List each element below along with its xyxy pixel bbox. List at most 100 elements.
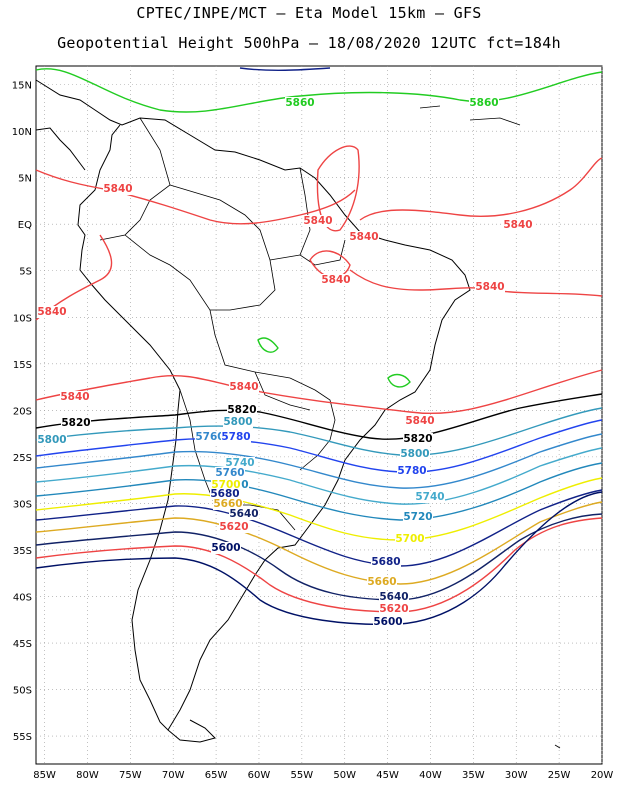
contour-label: 5860 <box>285 97 314 109</box>
contour-label: 5840 <box>103 183 132 195</box>
contour-label-bg <box>400 448 430 460</box>
contour-label: 5740 <box>415 491 444 503</box>
contour-label-bg <box>405 415 435 427</box>
contour-label-bg <box>37 306 67 318</box>
contour-label-bg <box>321 274 351 286</box>
contour-label-bg <box>397 465 427 477</box>
contour-label-bg <box>210 488 240 500</box>
contour-label-bg <box>395 533 425 545</box>
lon-tick-label: 60W <box>248 770 271 781</box>
contour-5720 <box>35 462 603 521</box>
contours <box>35 67 603 626</box>
contour-5760 <box>35 433 603 489</box>
lon-tick-label: 75W <box>119 770 142 781</box>
contour-label-bg <box>219 521 249 533</box>
lat-tick-label: 10N <box>12 127 32 138</box>
contour-label-bg <box>60 391 90 403</box>
lat-tick-label: 40S <box>13 592 32 603</box>
contour-label-bg <box>229 508 259 520</box>
contour-label-bg <box>415 491 445 503</box>
contour-label: 5800 <box>223 416 252 428</box>
lon-tick-label: 20W <box>591 770 614 781</box>
contour-5860 <box>35 68 603 113</box>
contour-label-bg <box>503 219 533 231</box>
lat-tick-label: 55S <box>13 732 32 743</box>
lat-tick-label: 5N <box>18 174 32 185</box>
contour-label: 5760 <box>195 431 224 443</box>
lat-tick-label: 45S <box>13 639 32 650</box>
contour-label-bg <box>221 431 251 443</box>
contour-label-bg <box>215 467 245 479</box>
contour-5660 <box>35 501 603 585</box>
contour-label: 5640 <box>229 508 258 520</box>
contour-label: 5700 <box>395 533 424 545</box>
contour-label-bg <box>61 417 91 429</box>
map-title-line1: CPTEC/INPE/MCT – Eta Model 15km – GFS <box>136 4 482 22</box>
contour-label: 5680 <box>210 488 239 500</box>
contour-5780 <box>35 419 603 473</box>
lon-tick-label: 80W <box>76 770 99 781</box>
lon-tick-label: 55W <box>291 770 314 781</box>
lat-tick-label: 30S <box>13 499 32 510</box>
lat-tick-label: 5S <box>19 267 32 278</box>
contour-5840-north <box>35 169 356 225</box>
contour-5700 <box>35 477 603 541</box>
contour-5860-loop-b <box>387 373 411 388</box>
contour-label: 5620 <box>219 521 248 533</box>
contour-labels: 5860 5860 5840 5840 5840 5840 5840 5840 5840 5840… <box>37 97 533 628</box>
lat-tick-label: 20S <box>13 406 32 417</box>
contour-5640 <box>35 513 603 601</box>
contour-5680 <box>35 489 603 567</box>
lat-tick-label: 15S <box>13 360 32 371</box>
contour-label: 5840 <box>37 306 66 318</box>
contour-top <box>239 67 331 72</box>
lat-tick-label: 25S <box>13 453 32 464</box>
contour-label: 5840 <box>303 215 332 227</box>
contour-label: 5840 <box>321 274 350 286</box>
lon-tick-label: 25W <box>548 770 571 781</box>
contour-label: 5840 <box>475 281 504 293</box>
lat-tick-label: 50S <box>13 686 32 697</box>
contour-label-bg <box>37 434 67 446</box>
contour-label: 5780 <box>221 431 250 443</box>
contour-5840-lower <box>35 369 603 415</box>
tick-marks: 15N 10N 5N EQ 5S 10S 15S 20S 25S 30S 35S 40S 45S 50S 5… <box>12 81 614 781</box>
contour-label-bg <box>195 431 225 443</box>
contour-label: 5660 <box>367 576 396 588</box>
contour-label-bg <box>285 97 315 109</box>
contour-label: 5780 <box>397 465 426 477</box>
contour-5860-loop-a <box>257 337 279 353</box>
contour-label: 5720 <box>403 511 432 523</box>
contour-label-bg <box>371 556 401 568</box>
contour-label-bg <box>373 616 403 628</box>
contour-5840-south <box>35 234 113 321</box>
contour-label: 5660 <box>213 498 242 510</box>
lon-tick-label: 40W <box>419 770 442 781</box>
lon-tick-label: 30W <box>505 770 528 781</box>
contour-label: 5640 <box>379 591 408 603</box>
lon-tick-label: 70W <box>162 770 185 781</box>
contour-label: 5620 <box>379 603 408 615</box>
contour-label-bg <box>223 416 253 428</box>
islands <box>419 105 561 749</box>
lat-tick-label: 35S <box>13 546 32 557</box>
contour-label: 5840 <box>349 231 378 243</box>
contour-label-bg <box>303 215 333 227</box>
contour-label-bg <box>367 576 397 588</box>
contour-label-bg <box>469 97 499 109</box>
contour-5620 <box>35 517 603 613</box>
lat-tick-label: 10S <box>13 313 32 324</box>
contour-label: 5600 <box>373 616 402 628</box>
lon-tick-label: 85W <box>33 770 56 781</box>
contour-5740 <box>35 447 603 505</box>
contour-5820 <box>35 393 603 440</box>
contour-label: 5840 <box>60 391 89 403</box>
contour-label: 5740 <box>225 457 254 469</box>
contour-label-bg <box>213 498 243 510</box>
contour-label-bg <box>103 183 133 195</box>
contour-5800 <box>35 407 603 456</box>
contour-label: 5820 <box>61 417 90 429</box>
contour-label: 5800 <box>37 434 66 446</box>
contour-label-bg <box>211 542 241 554</box>
